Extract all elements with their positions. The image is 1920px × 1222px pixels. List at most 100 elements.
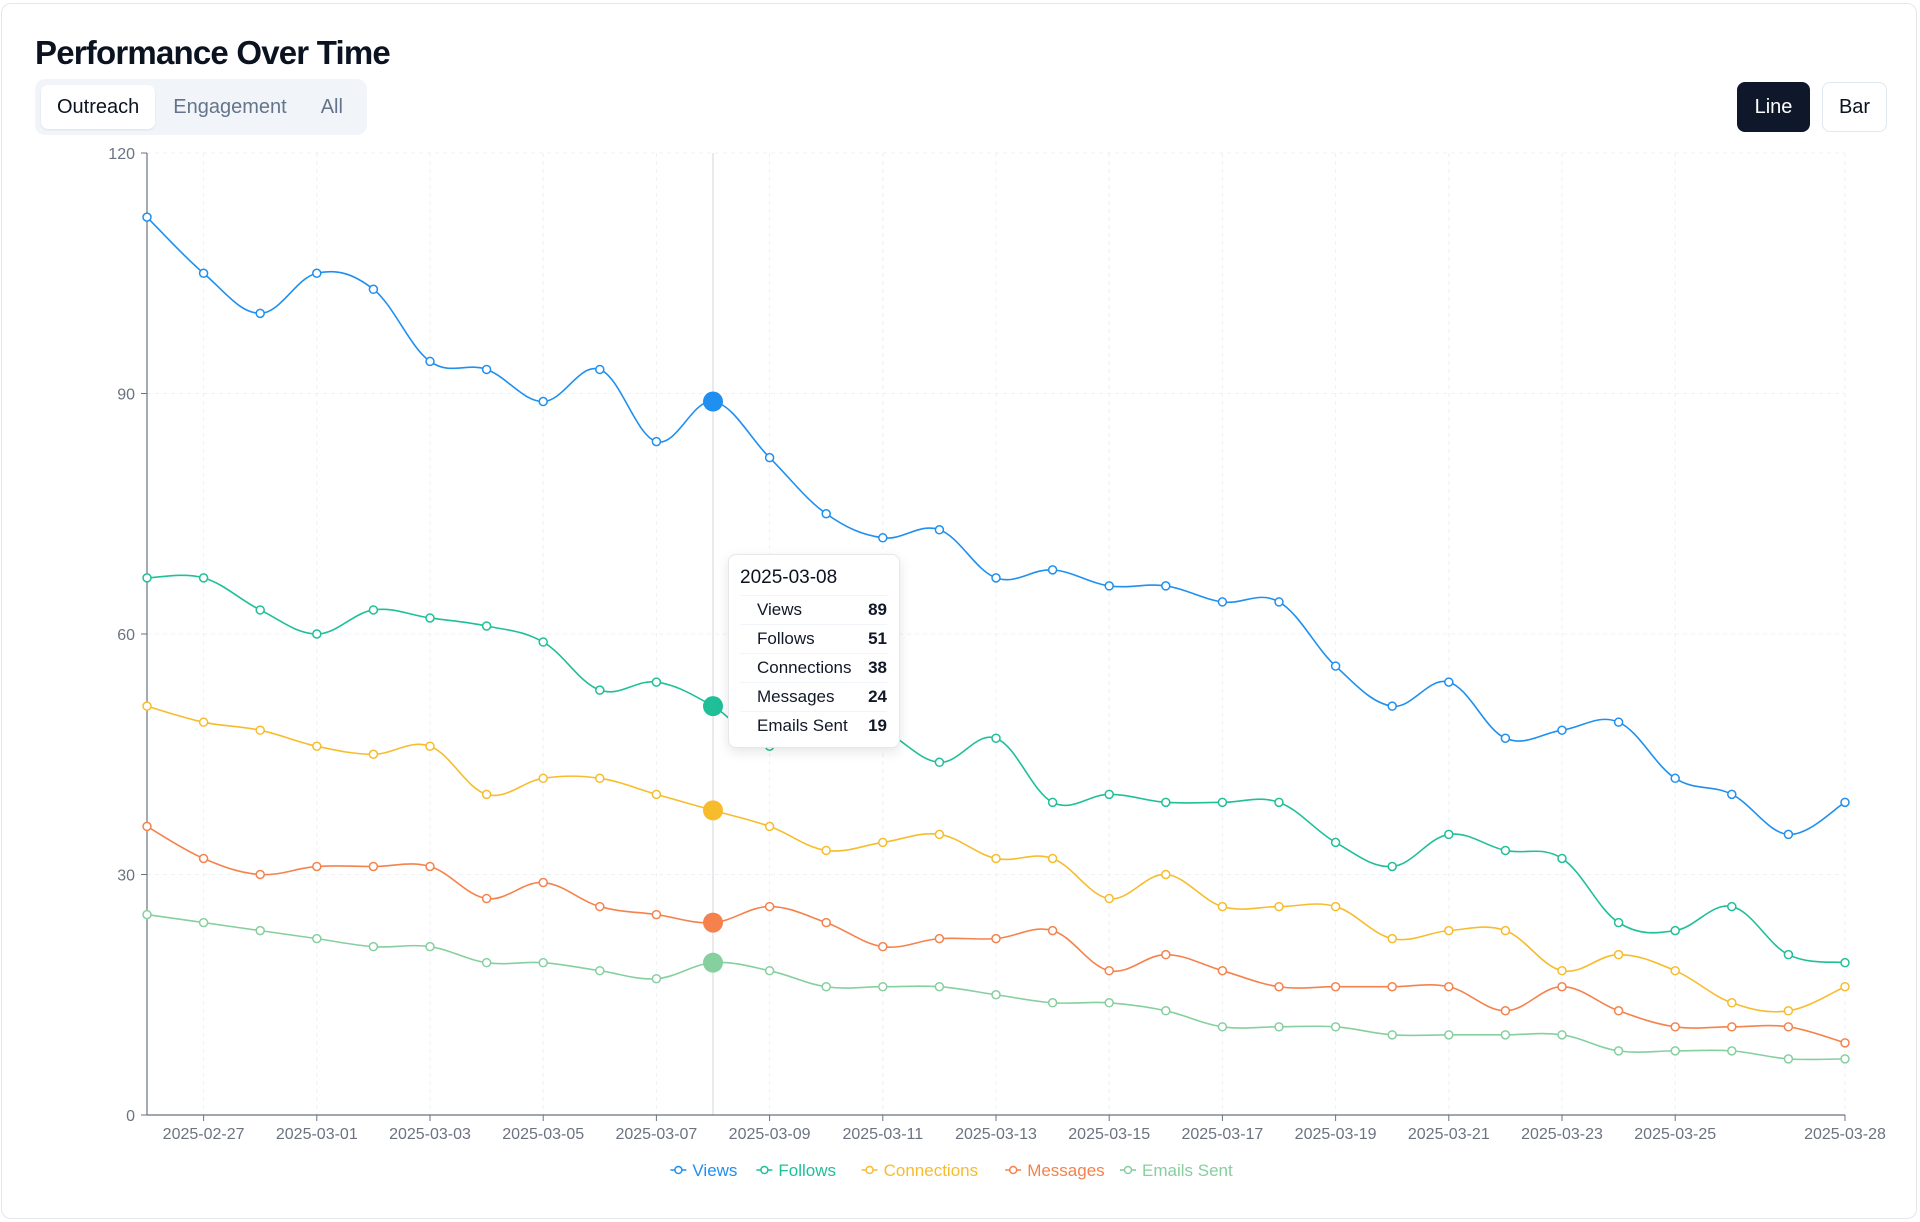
- legend-item-emails-sent[interactable]: Emails Sent: [1120, 1161, 1233, 1180]
- data-point[interactable]: [1387, 861, 1397, 872]
- data-point[interactable]: [651, 909, 662, 920]
- data-point[interactable]: [878, 533, 888, 543]
- data-point[interactable]: [312, 268, 322, 278]
- data-point[interactable]: [312, 741, 322, 751]
- data-point[interactable]: [1047, 565, 1058, 575]
- data-point[interactable]: [991, 990, 1001, 1000]
- data-point[interactable]: [878, 941, 888, 952]
- data-point[interactable]: [1161, 869, 1171, 880]
- data-point[interactable]: [538, 637, 548, 647]
- legend-item-messages[interactable]: Messages: [1005, 1161, 1105, 1180]
- active-data-point[interactable]: [703, 696, 723, 717]
- data-point[interactable]: [425, 356, 435, 367]
- data-point[interactable]: [595, 965, 605, 976]
- data-point[interactable]: [595, 364, 605, 375]
- data-point[interactable]: [821, 981, 831, 992]
- data-point[interactable]: [1840, 797, 1850, 808]
- data-point[interactable]: [991, 733, 1001, 743]
- data-point[interactable]: [1613, 949, 1624, 960]
- data-point[interactable]: [368, 941, 379, 952]
- data-point[interactable]: [255, 605, 265, 615]
- data-point[interactable]: [1330, 901, 1341, 912]
- data-point[interactable]: [1444, 829, 1454, 840]
- data-point[interactable]: [368, 284, 379, 295]
- data-point[interactable]: [1217, 901, 1228, 912]
- data-point[interactable]: [1161, 949, 1171, 960]
- data-point[interactable]: [1047, 853, 1058, 864]
- data-point[interactable]: [1387, 701, 1397, 711]
- data-point[interactable]: [481, 364, 492, 375]
- data-point[interactable]: [538, 877, 548, 888]
- data-point[interactable]: [1840, 1038, 1850, 1048]
- data-point[interactable]: [764, 965, 775, 976]
- active-data-point[interactable]: [703, 912, 723, 933]
- data-point[interactable]: [1104, 893, 1114, 904]
- data-point[interactable]: [595, 773, 605, 784]
- data-point[interactable]: [1727, 1046, 1737, 1056]
- data-point[interactable]: [1104, 998, 1114, 1008]
- data-point[interactable]: [1387, 1030, 1397, 1040]
- data-point[interactable]: [425, 741, 435, 751]
- data-point[interactable]: [1047, 797, 1058, 808]
- data-point[interactable]: [312, 861, 322, 872]
- data-point[interactable]: [1670, 1046, 1680, 1056]
- data-point[interactable]: [1840, 1054, 1850, 1064]
- data-point[interactable]: [1274, 981, 1284, 992]
- data-point[interactable]: [1387, 981, 1397, 992]
- data-point[interactable]: [651, 677, 662, 687]
- data-point[interactable]: [1500, 733, 1511, 743]
- data-point[interactable]: [1783, 949, 1794, 960]
- tab-all[interactable]: All: [320, 95, 343, 118]
- data-point[interactable]: [368, 861, 379, 872]
- data-point[interactable]: [1387, 933, 1397, 944]
- data-point[interactable]: [142, 573, 152, 583]
- data-point[interactable]: [1670, 965, 1680, 976]
- data-point[interactable]: [878, 837, 888, 848]
- data-point[interactable]: [255, 725, 265, 735]
- data-point[interactable]: [481, 893, 492, 904]
- data-point[interactable]: [1104, 965, 1114, 976]
- data-point[interactable]: [934, 525, 945, 535]
- data-point[interactable]: [1557, 725, 1567, 735]
- data-point[interactable]: [821, 509, 831, 519]
- data-point[interactable]: [1444, 981, 1454, 992]
- data-point[interactable]: [481, 621, 492, 631]
- data-point[interactable]: [1670, 1022, 1680, 1032]
- data-point[interactable]: [821, 917, 831, 928]
- data-point[interactable]: [1613, 917, 1624, 928]
- tab-outreach[interactable]: Outreach: [41, 85, 156, 129]
- data-point[interactable]: [1613, 717, 1624, 727]
- legend-item-connections[interactable]: Connections: [861, 1161, 979, 1180]
- data-point[interactable]: [1783, 1006, 1794, 1016]
- data-point[interactable]: [1840, 957, 1850, 968]
- data-point[interactable]: [934, 757, 945, 768]
- data-point[interactable]: [1670, 773, 1680, 784]
- data-point[interactable]: [1557, 981, 1567, 992]
- data-point[interactable]: [1161, 797, 1171, 808]
- data-point[interactable]: [198, 853, 209, 864]
- data-point[interactable]: [1274, 901, 1284, 912]
- data-point[interactable]: [1670, 925, 1680, 936]
- data-point[interactable]: [142, 909, 152, 920]
- data-point[interactable]: [1613, 1046, 1624, 1056]
- active-data-point[interactable]: [703, 800, 723, 821]
- data-point[interactable]: [538, 773, 548, 784]
- data-point[interactable]: [198, 573, 209, 583]
- line-chart-button[interactable]: Line: [1737, 82, 1810, 132]
- data-point[interactable]: [1727, 789, 1737, 800]
- data-point[interactable]: [1727, 901, 1737, 912]
- data-point[interactable]: [1274, 797, 1284, 808]
- data-point[interactable]: [538, 396, 548, 407]
- data-point[interactable]: [1500, 1030, 1511, 1040]
- data-point[interactable]: [595, 685, 605, 695]
- data-point[interactable]: [1557, 853, 1567, 864]
- data-point[interactable]: [1330, 837, 1341, 848]
- data-point[interactable]: [142, 212, 152, 222]
- data-point[interactable]: [764, 821, 775, 832]
- legend-item-views[interactable]: Views: [670, 1161, 737, 1180]
- data-point[interactable]: [1161, 1006, 1171, 1016]
- tab-engagement[interactable]: Engagement: [173, 95, 287, 118]
- data-point[interactable]: [991, 853, 1001, 864]
- active-data-point[interactable]: [703, 391, 723, 412]
- data-point[interactable]: [1444, 677, 1454, 687]
